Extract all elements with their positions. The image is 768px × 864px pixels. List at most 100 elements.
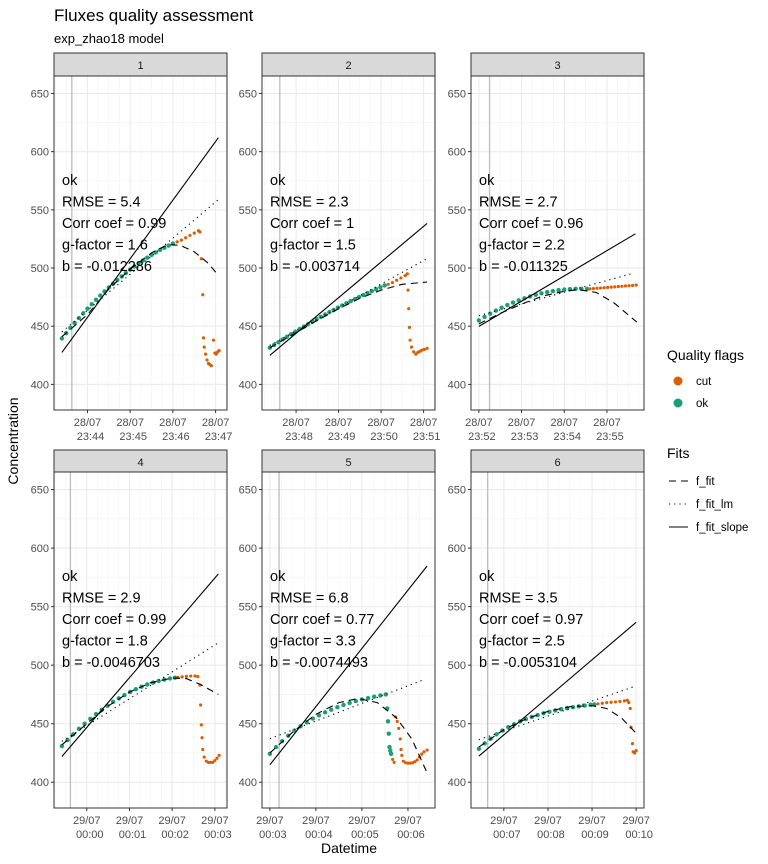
point-cut bbox=[415, 758, 419, 762]
y-tick-label: 400 bbox=[239, 379, 257, 391]
point-cut bbox=[425, 748, 429, 752]
point-ok bbox=[562, 287, 567, 292]
annotation-line: Corr coef = 1 bbox=[270, 216, 354, 232]
annotation-line: Corr coef = 0.99 bbox=[62, 216, 166, 232]
point-cut bbox=[425, 346, 429, 350]
point-ok bbox=[353, 698, 358, 704]
annotation-line: RMSE = 3.5 bbox=[479, 591, 558, 607]
y-tick-label: 650 bbox=[448, 88, 466, 100]
data-points bbox=[267, 692, 429, 765]
annotation-line: ok bbox=[62, 173, 78, 189]
point-cut bbox=[630, 742, 635, 746]
point-ok bbox=[115, 277, 120, 283]
point-cut bbox=[600, 701, 604, 705]
point-ok bbox=[284, 334, 290, 339]
point-ok bbox=[276, 340, 281, 345]
x-tick-label-time: 23:51 bbox=[413, 431, 441, 443]
x-tick-label-time: 00:08 bbox=[537, 829, 565, 841]
point-cut bbox=[400, 753, 404, 757]
x-tick-label-time: 00:02 bbox=[161, 829, 189, 841]
point-cut bbox=[211, 338, 216, 342]
point-ok bbox=[494, 732, 499, 737]
point-cut bbox=[209, 364, 213, 368]
x-tick-label-date: 29/07 bbox=[158, 815, 186, 827]
point-ok bbox=[582, 703, 587, 708]
x-tick-label-time: 23:45 bbox=[119, 431, 147, 443]
point-cut bbox=[616, 284, 620, 289]
point-cut bbox=[198, 230, 202, 234]
strip bbox=[261, 449, 436, 473]
fit-line-f_fit_lm bbox=[269, 258, 426, 346]
x-tick-label-date: 29/07 bbox=[348, 815, 376, 827]
facet-panel-1: ok RMSE = 5.4 Corr coef = 0.99 g-factor = 1… bbox=[31, 52, 232, 443]
point-ok bbox=[98, 293, 103, 298]
annotation-line: ok bbox=[270, 569, 286, 585]
x-tick-label-date: 28/07 bbox=[325, 417, 353, 429]
point-ok bbox=[544, 289, 550, 295]
facet-panel-6: ok RMSE = 3.5 Corr coef = 0.97 g-factor = 2… bbox=[448, 449, 653, 841]
point-ok bbox=[356, 294, 362, 300]
strip-label: 5 bbox=[345, 457, 351, 469]
legend-key-cut bbox=[673, 376, 683, 386]
y-tick-label: 600 bbox=[448, 543, 466, 555]
y-tick-label: 600 bbox=[31, 147, 49, 159]
point-cut bbox=[405, 272, 409, 276]
point-ok bbox=[382, 283, 387, 288]
annotation-line: b = -0.012286 bbox=[62, 259, 152, 275]
point-ok bbox=[316, 713, 322, 718]
chart-subtitle: exp_zhao18 model bbox=[54, 31, 164, 46]
annotation-line: RMSE = 2.7 bbox=[479, 195, 558, 211]
x-tick-label-time: 00:05 bbox=[351, 829, 379, 841]
point-ok bbox=[304, 720, 309, 725]
point-cut bbox=[595, 286, 599, 290]
x-axis-title: Datetime bbox=[321, 840, 377, 856]
fit-line-f_fit_lm bbox=[478, 272, 635, 317]
y-tick-label: 500 bbox=[239, 660, 257, 672]
facet-panel-2: ok RMSE = 2.3 Corr coef = 1 g-factor = 1.5 b… bbox=[239, 52, 441, 443]
point-cut bbox=[175, 240, 179, 244]
point-ok bbox=[372, 694, 377, 699]
point-ok bbox=[505, 302, 510, 308]
point-cut bbox=[422, 347, 426, 352]
y-tick-label: 500 bbox=[239, 263, 257, 275]
y-tick-label: 550 bbox=[31, 602, 49, 614]
strip bbox=[261, 52, 436, 77]
panel-background bbox=[262, 472, 435, 808]
legend-label-f_fit_lm: f_fit_lm bbox=[696, 499, 733, 511]
point-cut bbox=[188, 233, 192, 238]
x-tick-label-date: 28/07 bbox=[593, 417, 621, 429]
point-cut bbox=[200, 736, 204, 740]
point-cut bbox=[204, 352, 208, 356]
point-cut bbox=[386, 282, 390, 286]
strip-label: 6 bbox=[554, 457, 560, 469]
point-cut bbox=[199, 703, 203, 707]
point-cut bbox=[202, 755, 206, 759]
y-tick-label: 450 bbox=[448, 321, 466, 333]
fit-line-f_fit_lm bbox=[61, 197, 221, 333]
point-ok bbox=[322, 710, 328, 715]
x-tick-label-date: 28/07 bbox=[116, 417, 144, 429]
legend-label-f_fit: f_fit bbox=[696, 476, 715, 488]
point-ok bbox=[476, 746, 482, 751]
strip bbox=[53, 449, 228, 473]
x-tick-label-date: 29/07 bbox=[534, 815, 562, 827]
point-cut bbox=[215, 756, 219, 760]
y-tick-label: 400 bbox=[31, 777, 49, 789]
point-cut bbox=[407, 307, 411, 311]
point-ok bbox=[76, 315, 82, 321]
point-cut bbox=[609, 700, 613, 704]
fit-line-f_fit bbox=[478, 289, 638, 325]
x-tick-label-date: 28/07 bbox=[282, 417, 310, 429]
annotation-line: g-factor = 3.3 bbox=[270, 634, 356, 650]
point-ok bbox=[59, 336, 65, 341]
point-ok bbox=[156, 678, 161, 684]
x-tick-label-time: 00:09 bbox=[581, 829, 609, 841]
legend-label-ok: ok bbox=[696, 398, 708, 410]
point-ok bbox=[558, 706, 564, 712]
point-ok bbox=[488, 311, 493, 316]
point-cut bbox=[202, 345, 206, 349]
point-ok bbox=[348, 298, 353, 304]
x-tick-label-date: 28/07 bbox=[159, 417, 187, 429]
point-cut bbox=[408, 338, 412, 342]
point-cut bbox=[406, 761, 410, 765]
